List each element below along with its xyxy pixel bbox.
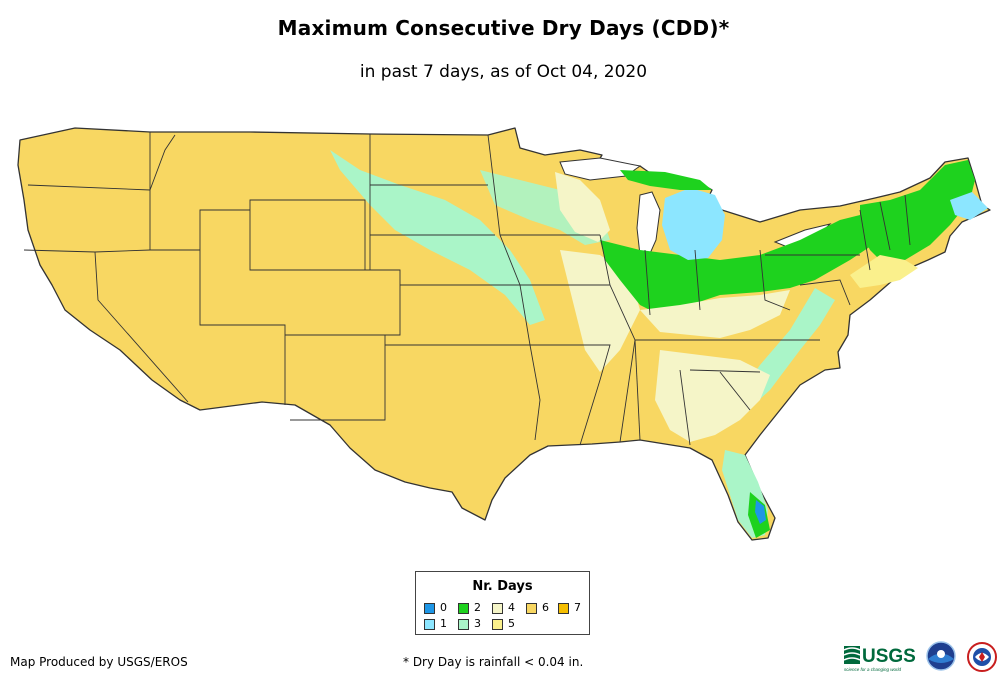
legend-item-0: 0 [424,602,447,614]
region-michigan-upper-2 [620,170,712,190]
region-mid-atlantic-5 [850,255,918,288]
usgs-logo-text: USGS [862,646,916,667]
legend-swatch-7 [558,602,569,614]
agency-logos: USGS science for a changing world [843,641,997,672]
legend-label-3: 3 [474,617,481,630]
region-upper-midwest-4 [555,172,610,242]
legend-item-7: 7 [558,602,581,614]
legend-swatch-2 [458,602,469,614]
legend-box: Nr. Days 0 1 2 3 4 5 6 7 [415,571,590,635]
legend-swatch-6 [526,602,537,614]
legend-swatch-1 [424,618,435,630]
legend-swatch-4 [492,602,503,614]
footnote-dry-day: * Dry Day is rainfall < 0.04 in. [403,655,584,669]
legend-item-1: 1 [424,618,447,630]
credit-map-producer: Map Produced by USGS/EROS [10,655,188,669]
legend-item-5: 5 [492,618,515,630]
region-northeast-1 [950,192,988,220]
legend-swatch-0 [424,602,435,614]
legend-item-6: 6 [526,602,549,614]
us-cdd-map [17,127,991,541]
legend-swatch-5 [492,618,503,630]
state-boundaries [23,132,911,446]
legend-label-1: 1 [440,617,447,630]
legend-item-4: 4 [492,602,515,614]
legend-label-2: 2 [474,601,481,614]
region-michigan-1 [662,188,725,260]
map-title: Maximum Consecutive Dry Days (CDD)* [277,16,730,40]
legend-label-5: 5 [508,617,515,630]
legend-label-0: 0 [440,601,447,614]
legend-label-7: 7 [574,601,581,614]
legend-title: Nr. Days [472,579,533,594]
region-mississippi-valley-4 [560,250,640,372]
region-southeast-4 [655,350,770,442]
usgs-tagline: science for a changing world [844,667,902,672]
legend-swatch-3 [458,618,469,630]
region-ohio-valley-2 [600,210,900,315]
region-florida-0 [755,500,766,524]
lake-michigan [636,191,661,259]
usgs-logo: USGS science for a changing world [843,646,916,672]
legend-item-2: 2 [458,602,481,614]
map-subtitle: in past 7 days, as of Oct 04, 2020 [359,62,648,82]
legend-label-4: 4 [508,601,515,614]
region-northeast-2 [860,160,975,265]
region-ohio-valley-4 [640,290,790,338]
national-weather-service-logo [967,642,997,672]
region-northern-plains-3 [330,150,545,325]
legend-item-3: 3 [458,618,481,630]
noaa-logo [926,641,956,671]
legend-label-6: 6 [542,601,549,614]
